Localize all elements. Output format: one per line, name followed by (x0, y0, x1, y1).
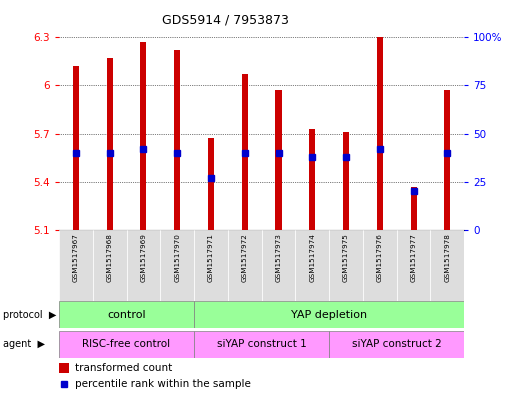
Bar (329, 331, 464, 358)
Text: GSM1517973: GSM1517973 (275, 233, 282, 282)
Text: RISC-free control: RISC-free control (83, 339, 171, 349)
Bar (208, 138, 214, 230)
Bar (59, 301, 194, 328)
Bar (59, 230, 93, 301)
Text: GSM1517972: GSM1517972 (242, 233, 248, 282)
Bar (309, 129, 315, 230)
Bar (194, 301, 464, 328)
Bar (397, 230, 430, 301)
Bar (59, 331, 194, 358)
Bar (228, 230, 262, 301)
Text: GSM1517968: GSM1517968 (107, 233, 113, 282)
Bar (127, 230, 160, 301)
Bar (59, 363, 69, 373)
Text: GSM1517967: GSM1517967 (73, 233, 79, 282)
Text: agent  ▶: agent ▶ (3, 339, 45, 349)
Text: siYAP construct 2: siYAP construct 2 (352, 339, 442, 349)
Bar (194, 230, 228, 301)
Bar (194, 331, 329, 358)
Bar (73, 66, 79, 230)
Bar (329, 230, 363, 301)
Bar (295, 230, 329, 301)
Text: YAP depletion: YAP depletion (291, 310, 367, 320)
Text: GSM1517976: GSM1517976 (377, 233, 383, 282)
Text: GSM1517970: GSM1517970 (174, 233, 180, 282)
Bar (242, 74, 248, 230)
Text: control: control (107, 310, 146, 320)
Text: GSM1517971: GSM1517971 (208, 233, 214, 282)
Text: GSM1517975: GSM1517975 (343, 233, 349, 282)
Bar (444, 90, 450, 230)
Bar (410, 187, 417, 230)
Bar (141, 42, 147, 230)
Text: transformed count: transformed count (75, 363, 172, 373)
Text: siYAP construct 1: siYAP construct 1 (217, 339, 306, 349)
Text: protocol  ▶: protocol ▶ (3, 310, 56, 320)
Bar (93, 230, 127, 301)
Bar (377, 37, 383, 230)
Bar (160, 230, 194, 301)
Bar (275, 90, 282, 230)
Bar (363, 230, 397, 301)
Text: percentile rank within the sample: percentile rank within the sample (75, 378, 251, 389)
Bar (262, 230, 295, 301)
Bar (174, 50, 180, 230)
Text: GSM1517969: GSM1517969 (141, 233, 146, 282)
Bar (107, 58, 113, 230)
Bar (343, 132, 349, 230)
Text: GSM1517977: GSM1517977 (410, 233, 417, 282)
Text: GDS5914 / 7953873: GDS5914 / 7953873 (162, 14, 289, 27)
Text: GSM1517974: GSM1517974 (309, 233, 315, 282)
Bar (430, 230, 464, 301)
Text: GSM1517978: GSM1517978 (444, 233, 450, 282)
